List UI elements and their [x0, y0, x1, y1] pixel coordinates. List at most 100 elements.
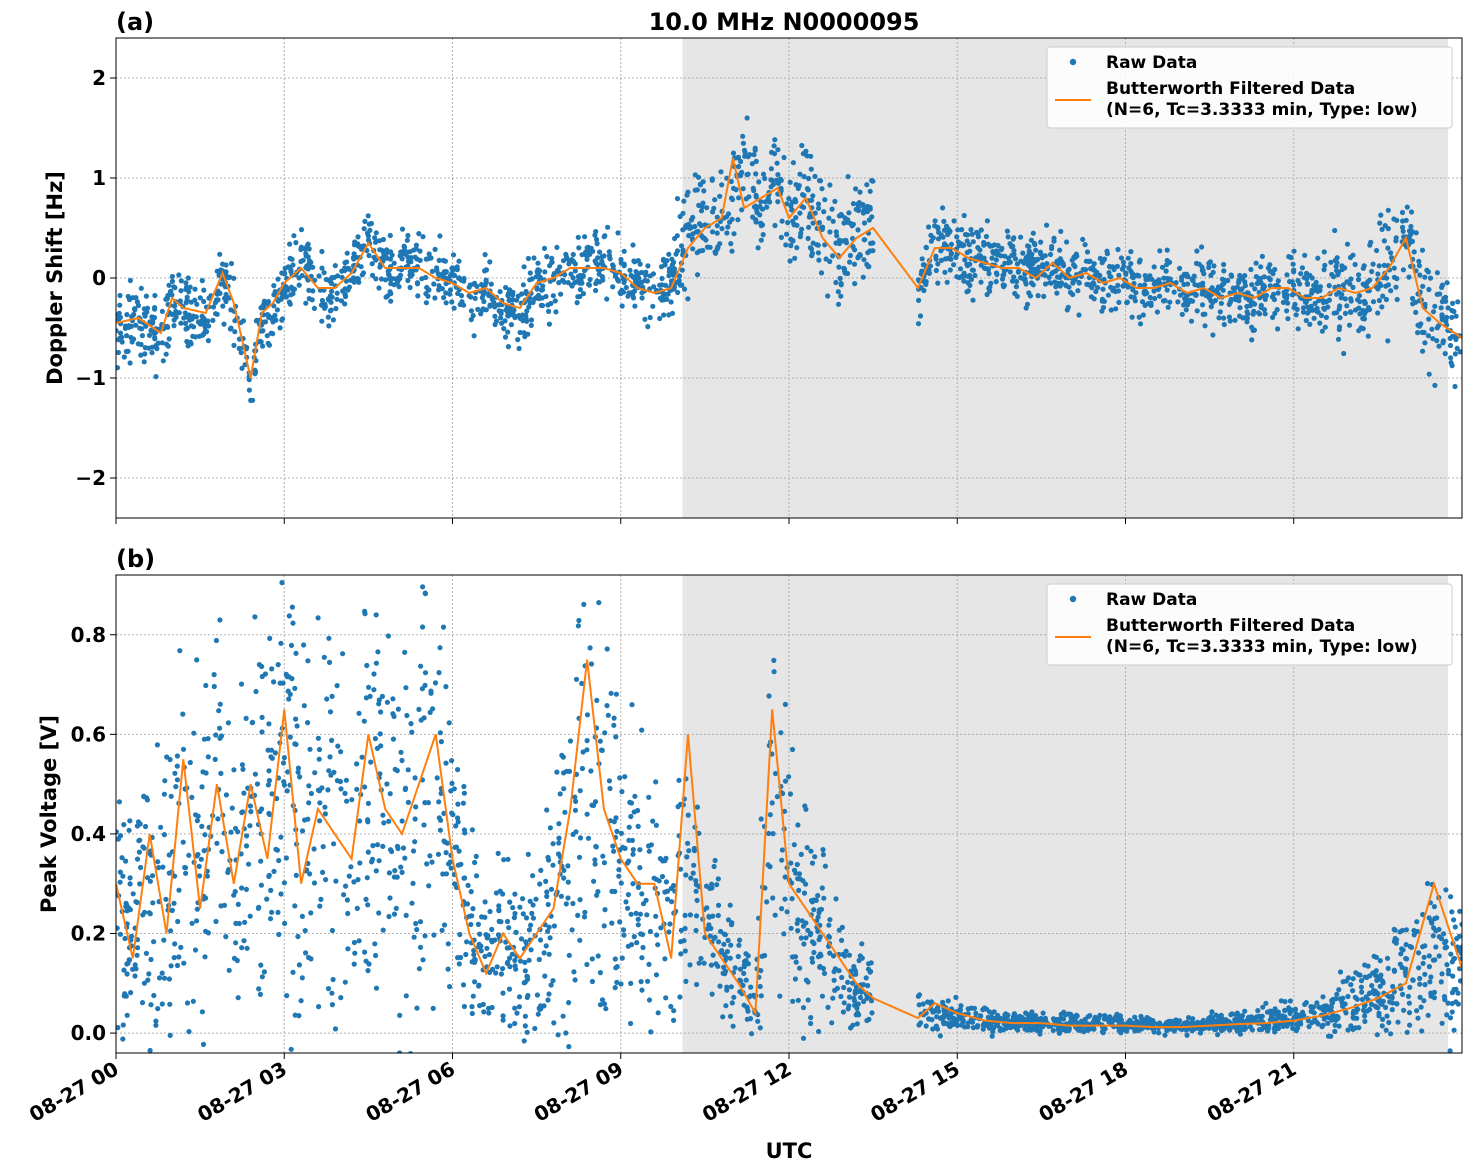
raw-data-point: [1057, 1029, 1063, 1035]
raw-data-point: [218, 267, 224, 273]
raw-data-point: [1057, 256, 1063, 262]
raw-data-point: [804, 186, 811, 192]
raw-data-point: [507, 964, 513, 970]
raw-data-point: [275, 276, 281, 282]
raw-data-point: [563, 901, 569, 907]
raw-data-point: [1426, 286, 1432, 293]
raw-data-point: [1249, 337, 1255, 343]
raw-data-point: [830, 253, 836, 259]
raw-data-point: [516, 1004, 523, 1010]
raw-data-point: [182, 320, 189, 326]
raw-data-point: [355, 877, 361, 883]
raw-data-point: [505, 292, 511, 299]
raw-data-point: [1429, 326, 1435, 332]
raw-data-point: [342, 790, 348, 797]
raw-data-point: [138, 864, 144, 871]
raw-data-point: [719, 182, 725, 188]
raw-data-point: [1091, 296, 1097, 302]
raw-data-point: [201, 287, 207, 293]
raw-data-point: [480, 1001, 486, 1008]
raw-data-point: [717, 193, 723, 199]
raw-data-point: [1081, 1029, 1087, 1035]
raw-data-point: [818, 270, 825, 276]
raw-data-point: [826, 934, 833, 940]
raw-data-point: [1179, 311, 1185, 317]
raw-data-point: [588, 520, 593, 525]
raw-data-point: [286, 613, 292, 619]
raw-data-point: [164, 296, 170, 302]
raw-data-point: [321, 654, 327, 660]
raw-data-point: [356, 938, 362, 944]
raw-data-point: [537, 937, 544, 943]
raw-data-point: [1430, 336, 1436, 342]
raw-data-point: [728, 195, 735, 201]
raw-data-point: [857, 252, 863, 259]
raw-data-point: [926, 224, 932, 230]
raw-data-point: [411, 934, 417, 940]
raw-data-point: [584, 961, 590, 968]
raw-data-point: [184, 1000, 191, 1006]
raw-data-point: [422, 590, 428, 596]
raw-data-point: [766, 693, 772, 699]
raw-data-point: [1266, 1022, 1272, 1029]
raw-data-point: [492, 313, 498, 319]
raw-data-point: [590, 802, 597, 809]
raw-data-point: [693, 913, 700, 919]
raw-data-point: [449, 299, 455, 305]
raw-data-point: [317, 903, 323, 909]
y-axis-label: Doppler Shift [Hz]: [43, 171, 67, 385]
raw-data-point: [713, 961, 719, 967]
raw-data-point: [799, 226, 805, 232]
raw-data-point: [217, 290, 223, 296]
raw-data-point: [1322, 262, 1328, 268]
raw-data-point: [523, 288, 529, 295]
raw-data-point: [1342, 1001, 1348, 1007]
raw-data-point: [1336, 987, 1342, 993]
raw-data-point: [576, 617, 582, 624]
raw-data-point: [287, 734, 293, 740]
raw-data-point: [564, 768, 570, 774]
raw-data-point: [1305, 1018, 1312, 1024]
raw-data-point: [1221, 280, 1227, 286]
raw-data-point: [806, 175, 812, 182]
raw-data-point: [458, 277, 464, 283]
raw-data-point: [1344, 241, 1351, 247]
raw-data-point: [505, 313, 511, 319]
raw-data-point: [262, 319, 269, 325]
raw-data-point: [162, 778, 168, 784]
raw-data-point: [443, 760, 449, 766]
raw-data-point: [250, 719, 256, 725]
raw-data-point: [195, 851, 201, 858]
raw-data-point: [958, 1003, 964, 1009]
raw-data-point: [791, 842, 797, 848]
raw-data-point: [117, 869, 123, 875]
y-tick-label: −2: [75, 466, 106, 490]
raw-data-point: [820, 852, 827, 858]
raw-data-point: [227, 326, 233, 332]
raw-data-point: [1208, 304, 1214, 310]
raw-data-point: [216, 708, 222, 714]
raw-data-point: [1060, 261, 1066, 267]
raw-data-point: [861, 237, 867, 243]
raw-data-point: [608, 690, 614, 696]
raw-data-point: [376, 697, 382, 703]
raw-data-point: [489, 939, 495, 945]
raw-data-point: [146, 332, 153, 338]
raw-data-point: [1190, 1016, 1196, 1022]
raw-data-point: [1275, 290, 1281, 296]
raw-data-point: [1400, 267, 1406, 273]
raw-data-point: [456, 258, 462, 264]
raw-data-point: [259, 974, 265, 980]
raw-data-point: [745, 1008, 751, 1014]
raw-data-point: [1018, 234, 1024, 240]
raw-data-point: [758, 237, 764, 243]
raw-data-point: [171, 955, 177, 961]
raw-data-point: [1209, 285, 1215, 291]
raw-data-point: [483, 267, 490, 273]
raw-data-point: [704, 205, 710, 211]
raw-data-point: [940, 1019, 947, 1025]
raw-data-point: [1434, 915, 1440, 921]
raw-data-point: [715, 244, 721, 250]
raw-data-point: [947, 1023, 953, 1030]
raw-data-point: [857, 994, 864, 1001]
